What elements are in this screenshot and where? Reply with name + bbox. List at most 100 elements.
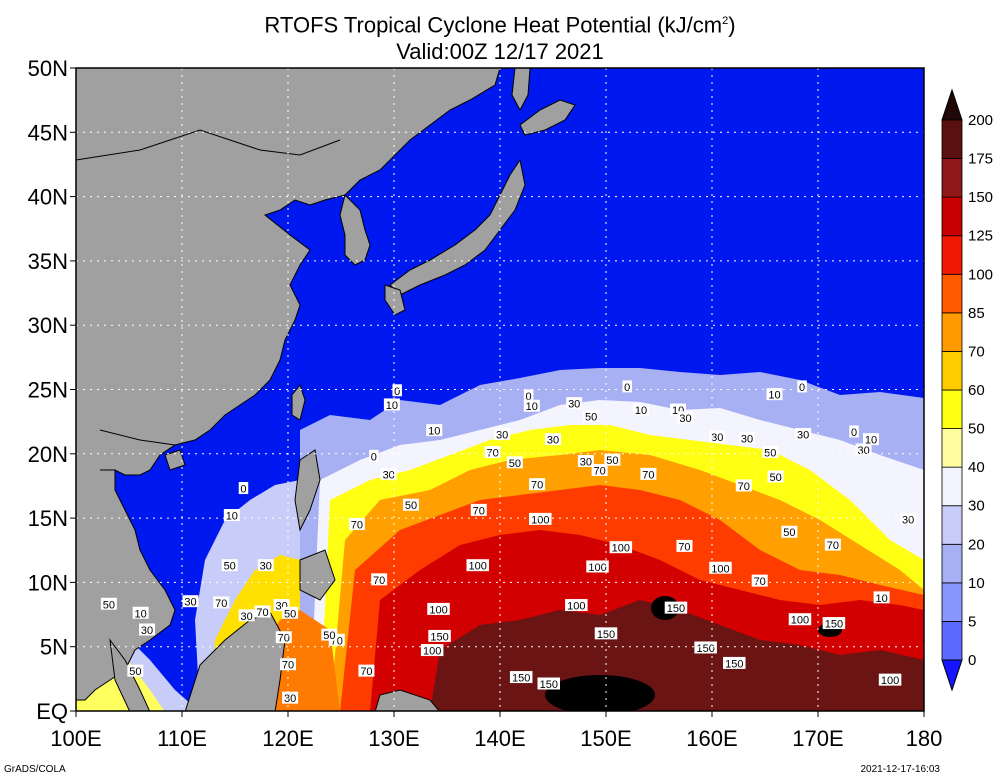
- contour-label: 150: [667, 603, 685, 615]
- contour-label: 70: [215, 598, 227, 610]
- contour-label-box: [523, 399, 540, 412]
- contour-label: 150: [597, 629, 615, 641]
- colorbar-level-label: 50: [968, 421, 985, 438]
- contour-label: 100: [469, 561, 487, 573]
- contour-label-box: [609, 541, 633, 554]
- contour-label-box: [632, 403, 649, 416]
- colorbar-cell: [941, 196, 963, 237]
- contour-label: 50: [103, 599, 115, 611]
- x-tick-label: 170E: [792, 726, 843, 751]
- luzon: [294, 449, 321, 532]
- contour-label: 50: [585, 412, 597, 424]
- contour-label: 70: [278, 633, 290, 645]
- contour-label-box: [257, 559, 274, 572]
- contour-label: 50: [769, 472, 781, 484]
- contour-label-box: [358, 664, 375, 677]
- contour-label-box: [545, 433, 561, 446]
- footer-timestamp: 2021-12-17-16:03: [860, 764, 940, 775]
- colorbar-level-label: 20: [968, 536, 985, 553]
- contour-label: 50: [284, 608, 296, 620]
- contour-label: 30: [241, 611, 253, 623]
- contour-label-box: [577, 455, 594, 468]
- colorbar-cell: [941, 466, 963, 507]
- colorbar-level-label: 85: [968, 305, 985, 322]
- contour-label-box: [781, 525, 798, 538]
- title-line-2: Valid:00Z 12/17 2021: [396, 39, 604, 65]
- contour-label: 30: [547, 435, 559, 447]
- contour-label: 30: [568, 399, 580, 411]
- contour-label: 50: [606, 455, 618, 467]
- philippine-south: [299, 549, 336, 601]
- contour-label-box: [383, 398, 400, 411]
- contour-label-box: [392, 384, 402, 397]
- contour-label-box: [622, 380, 632, 393]
- colorbar-level-label: 125: [968, 228, 993, 245]
- contour-label: 70: [360, 666, 372, 678]
- contour-label: 0: [851, 427, 857, 439]
- contour-label: 100: [612, 543, 630, 555]
- contour-label: 30: [184, 597, 196, 609]
- colorbar-cell: [941, 312, 963, 352]
- contour-label: 10: [768, 390, 780, 402]
- contour-label-box: [321, 628, 338, 641]
- map-title: RTOFS Tropical Cyclone Heat Potential (k…: [0, 8, 1000, 65]
- colorbar-level-label: 40: [968, 459, 985, 476]
- contour-label-box: [566, 397, 583, 410]
- contour-label-box: [863, 433, 879, 446]
- contour-label-box: [282, 606, 299, 619]
- contour-label-box: [694, 641, 717, 654]
- contour-label-box: [466, 559, 489, 572]
- colorbar-cell: [941, 582, 963, 622]
- contour-label-box: [594, 627, 618, 640]
- colorbar-cell: [941, 158, 963, 198]
- colorbar-cell: [941, 428, 963, 468]
- contour-label-box: [139, 623, 156, 636]
- contour-label: 50: [323, 630, 335, 642]
- contour-label-box: [788, 613, 812, 626]
- longitude-axis: 100E 110E 120E 130E 140E 150E 160E 170E 180: [50, 711, 942, 751]
- contour-label: 0: [624, 382, 630, 394]
- contour-label-box: [426, 424, 443, 437]
- contour-label-box: [873, 591, 890, 604]
- contour-label: 70: [642, 469, 654, 481]
- contour-label: 10: [428, 426, 440, 438]
- taiwan: [291, 383, 306, 421]
- x-tick-label: 110E: [157, 726, 207, 751]
- contour-label-box: [855, 443, 872, 456]
- y-tick-label: EQ: [36, 699, 68, 724]
- contour-label-box: [348, 518, 365, 531]
- colorbar-legend: 0 5 10 20 30 40 50 60 70 85 100 125 150 175 200: [941, 88, 993, 692]
- y-tick-label: 15N: [28, 506, 68, 531]
- contour-label: 100: [567, 601, 585, 613]
- colorbar-min-arrow: [941, 659, 963, 692]
- footer-credit: GrADS/COLA: [4, 764, 66, 775]
- contour-label-box: [529, 512, 552, 525]
- hainan: [164, 449, 186, 471]
- contour-label: 70: [594, 466, 606, 478]
- contour-label-box: [735, 479, 752, 492]
- x-tick-label: 130E: [368, 726, 419, 751]
- contour-label: 10: [386, 400, 398, 412]
- contour-label-box: [723, 656, 746, 669]
- contour-label: 150: [725, 658, 743, 670]
- contour-label: 10: [135, 608, 147, 620]
- y-tick-label: 40N: [28, 185, 68, 210]
- contour-label-box: [795, 428, 812, 441]
- contour-label-box: [767, 470, 784, 483]
- contour-label-box: [591, 464, 608, 477]
- contour-label-box: [254, 605, 271, 618]
- contour-label: 50: [224, 561, 236, 573]
- contour-label: 100: [429, 604, 447, 616]
- contour-label: 100: [531, 514, 549, 526]
- contour-label-box: [537, 677, 561, 690]
- japan-hokkaido: [519, 99, 576, 136]
- contour-label-box: [738, 431, 755, 444]
- y-tick-label: 30N: [28, 313, 68, 338]
- colorbar-cell: [941, 505, 963, 545]
- contour-label: 30: [141, 625, 153, 637]
- x-tick-label: 180: [906, 726, 943, 751]
- contour-label: 10: [635, 405, 647, 417]
- colorbar-level-label: 60: [968, 382, 985, 399]
- contour-label: 150: [430, 631, 448, 643]
